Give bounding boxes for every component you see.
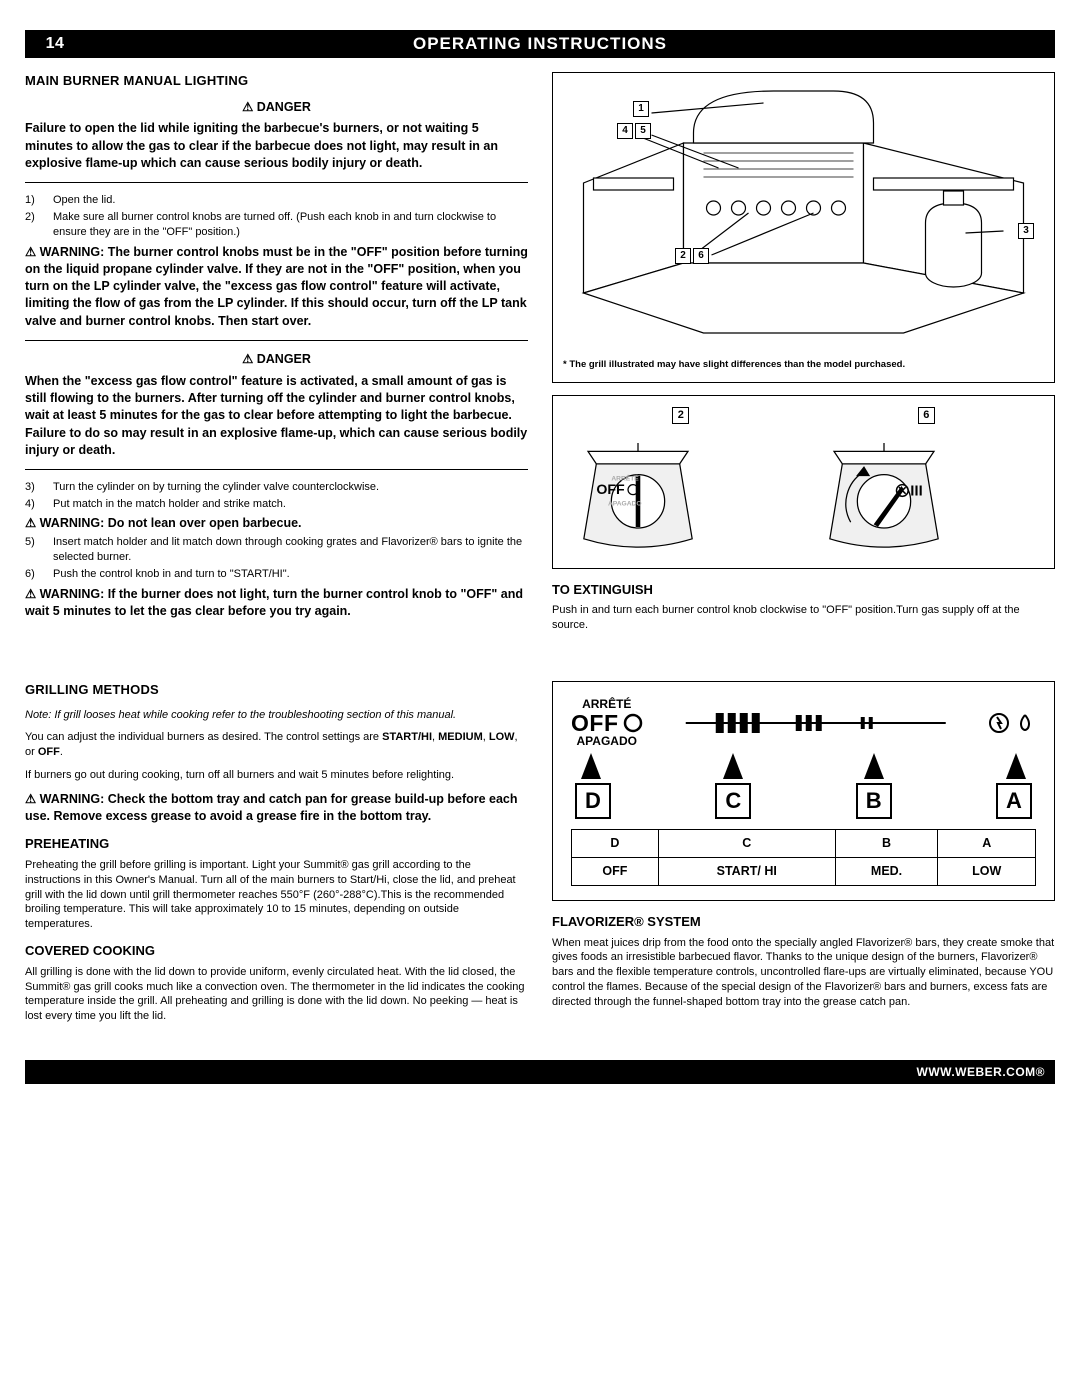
top-columns: MAIN BURNER MANUAL LIGHTING ⚠ DANGER Fai…: [25, 72, 1055, 641]
callout-5: 5: [635, 123, 651, 139]
header-bar: 14 OPERATING INSTRUCTIONS: [25, 30, 1055, 58]
knob-off-svg: ARRÊTÉ OFF APAGADO: [563, 428, 713, 558]
divider: [25, 340, 528, 341]
td-med: MED.: [835, 858, 938, 886]
steps-3-4: 3)Turn the cylinder on by turning the cy…: [25, 480, 528, 512]
left-column-bottom: GRILLING METHODS Note: If grill looses h…: [25, 681, 528, 1032]
knob-off: 2 ARRÊTÉ OFF APAGADO: [563, 406, 799, 558]
grilling-note: Note: If grill looses heat while cooking…: [25, 708, 528, 723]
knob-figure: 2 ARRÊTÉ OFF APAGADO: [552, 395, 1055, 569]
warning-2: ⚠ WARNING: Do not lean over open barbecu…: [25, 515, 528, 532]
td-low: LOW: [938, 858, 1036, 886]
letter-c: C: [715, 783, 751, 819]
main-burner-heading: MAIN BURNER MANUAL LIGHTING: [25, 72, 528, 90]
divider: [25, 469, 528, 470]
danger-2-text: When the "excess gas flow control" featu…: [25, 373, 528, 459]
left-column: MAIN BURNER MANUAL LIGHTING ⚠ DANGER Fai…: [25, 72, 528, 641]
circle-icon: [623, 713, 643, 733]
preheat-heading: PREHEATING: [25, 835, 528, 853]
right-column: 1 4 5 2 6 3 * The grill illustrated may …: [552, 72, 1055, 641]
callout-4: 4: [617, 123, 633, 139]
th-c: C: [658, 830, 835, 858]
flavorizer-heading: FLAVORIZER® SYSTEM: [552, 913, 1055, 931]
arrow-d: [581, 753, 601, 779]
knob-label-2: 2: [672, 407, 689, 424]
step-3: 3)Turn the cylinder on by turning the cy…: [25, 480, 528, 495]
off-block: ARRÊTÉ OFF APAGADO: [571, 698, 643, 747]
th-d: D: [572, 830, 659, 858]
letter-a: A: [996, 783, 1032, 819]
divider: [25, 182, 528, 183]
grilling-p1: You can adjust the individual burners as…: [25, 730, 528, 760]
arrow-b: [864, 753, 884, 779]
th-a: A: [938, 830, 1036, 858]
preheat-text: Preheating the grill before grilling is …: [25, 858, 528, 932]
page-number: 14: [25, 33, 85, 55]
control-diagram: ARRÊTÉ OFF APAGADO: [552, 681, 1055, 901]
arrows-row: [571, 753, 1036, 779]
td-off: OFF: [572, 858, 659, 886]
letter-b: B: [856, 783, 892, 819]
td-start: START/ HI: [658, 858, 835, 886]
right-column-bottom: ARRÊTÉ OFF APAGADO: [552, 681, 1055, 1032]
svg-text:OFF: OFF: [596, 482, 625, 498]
covered-text: All grilling is done with the lid down t…: [25, 965, 528, 1024]
letter-row: D C B A: [571, 783, 1036, 819]
knob-label-6: 6: [918, 407, 935, 424]
step-4: 4)Put match in the match holder and stri…: [25, 497, 528, 512]
danger-1-text: Failure to open the lid while igniting t…: [25, 120, 528, 172]
svg-text:APAGADO: APAGADO: [608, 500, 642, 507]
letter-d: D: [575, 783, 611, 819]
covered-heading: COVERED COOKING: [25, 942, 528, 960]
page-title: OPERATING INSTRUCTIONS: [85, 33, 1055, 56]
grilling-heading: GRILLING METHODS: [25, 681, 528, 699]
knob-start: 6: [809, 406, 1045, 558]
steps-5-6: 5)Insert match holder and lit match down…: [25, 535, 528, 582]
figure-note: * The grill illustrated may have slight …: [563, 359, 1044, 372]
danger-2-label: ⚠ DANGER: [25, 351, 528, 368]
extinguish-text: Push in and turn each burner control kno…: [552, 603, 1055, 633]
bottom-columns: GRILLING METHODS Note: If grill looses h…: [25, 681, 1055, 1032]
grilling-p2: If burners go out during cooking, turn o…: [25, 768, 528, 783]
steps-1-2: 1)Open the lid. 2)Make sure all burner c…: [25, 193, 528, 240]
step-1: 1)Open the lid.: [25, 193, 528, 208]
flame-icon: [1014, 712, 1036, 734]
step-5: 5)Insert match holder and lit match down…: [25, 535, 528, 565]
footer-bar: WWW.WEBER.COM®: [25, 1060, 1055, 1084]
flavorizer-text: When meat juices drip from the food onto…: [552, 936, 1055, 1010]
callout-3: 3: [1018, 223, 1034, 239]
th-b: B: [835, 830, 938, 858]
callout-1: 1: [633, 101, 649, 117]
step-6: 6)Push the control knob in and turn to "…: [25, 567, 528, 582]
callout-2: 2: [675, 248, 691, 264]
extinguish-heading: TO EXTINGUISH: [552, 581, 1055, 599]
warning-4: ⚠ WARNING: Check the bottom tray and cat…: [25, 791, 528, 826]
settings-table: D C B A OFF START/ HI MED. LOW: [571, 829, 1036, 886]
warning-1: ⚠ WARNING: The burner control knobs must…: [25, 244, 528, 330]
arrow-c: [723, 753, 743, 779]
grill-figure: 1 4 5 2 6 3 * The grill illustrated may …: [552, 72, 1055, 383]
arrow-a: [1006, 753, 1026, 779]
grill-illustration: 1 4 5 2 6 3: [563, 83, 1044, 353]
danger-1-label: ⚠ DANGER: [25, 99, 528, 116]
warning-3: ⚠ WARNING: If the burner does not light,…: [25, 586, 528, 621]
knob-start-svg: [809, 428, 959, 558]
callout-6: 6: [693, 248, 709, 264]
spark-icon: [988, 712, 1010, 734]
dial-scale-svg: [651, 705, 981, 741]
step-2: 2)Make sure all burner control knobs are…: [25, 210, 528, 240]
